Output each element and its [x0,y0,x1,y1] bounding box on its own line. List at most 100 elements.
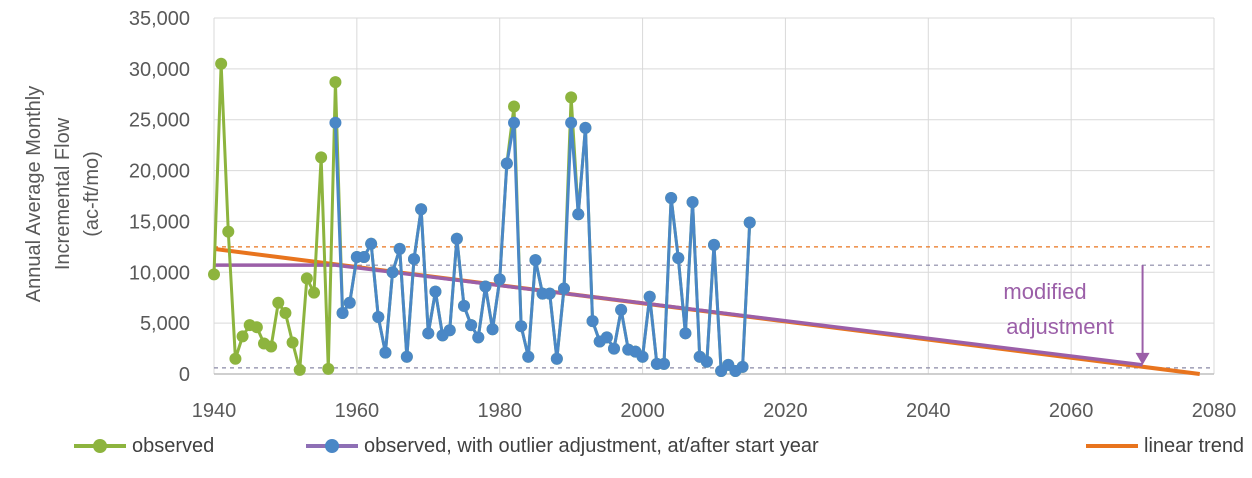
adjusted-point [636,350,649,363]
legend-item-observed: observed [74,428,214,464]
adjusted-point [515,320,528,333]
adjusted-point [658,357,670,370]
observed-point [300,272,313,285]
adjusted-point [558,282,570,295]
adjusted-point [672,252,685,265]
observed-point [208,268,220,281]
series [208,57,1200,377]
legend-item-trend: linear trend [1086,428,1244,464]
adjusted-point [679,327,692,340]
legend-label-trend: linear trend [1144,434,1245,457]
observed-point [215,57,228,70]
legend-swatch-observed [74,436,126,456]
annotation-line1: modified [1003,279,1086,304]
y-tick-label: 25,000 [129,110,190,132]
adjusted-point [700,355,713,368]
adjusted-point [372,311,385,324]
observed-point [315,151,328,164]
y-tick-label: 5,000 [140,313,190,335]
adjusted-point [543,287,556,300]
adjusted-point [600,331,613,344]
y-tick-label: 30,000 [129,59,190,81]
legend-label-adjusted: observed, with outlier adjustment, at/af… [364,434,819,457]
adjusted-point [500,157,513,170]
grid [213,17,1215,375]
observed-point [265,340,278,353]
annotation: modified adjustment [1003,265,1150,365]
adjusted-point [422,327,435,340]
y-tick-label: 0 [179,364,190,386]
adjusted-point [400,350,413,363]
adjusted-point [336,306,349,319]
observed-point [565,91,578,104]
adjusted-point [450,232,463,245]
observed-point [250,321,263,334]
adjusted-point [486,323,499,336]
adjusted-point [522,350,535,363]
adjusted-point [615,303,628,316]
adjusted-point [408,253,420,266]
axis-ticks: 0 5,000 10,000 15,000 20,000 25,000 30,000 35,0… [129,8,1236,422]
x-tick-label: 2060 [1049,400,1094,422]
y-axis-label-line2: Incremental Flow [52,117,74,270]
annotation-arrow-head [1135,352,1150,365]
y-tick-label: 20,000 [129,161,190,183]
adjusted-point [343,296,356,309]
adjusted-point [565,116,578,129]
adjusted-point [329,116,342,129]
adjusted-point [415,203,428,216]
x-tick-label: 1960 [335,400,380,422]
observed-point [308,286,320,299]
adjusted-point [379,346,392,359]
adjusted-point [493,273,506,286]
adjusted-point [586,315,599,328]
adjusted-point [365,237,378,250]
legend-label-observed: observed [132,434,215,457]
x-tick-label: 1980 [477,400,522,422]
y-axis-label-line1: Annual Average Monthly [23,86,45,302]
adjusted-point [358,251,370,264]
adjusted-point [579,121,592,134]
legend-swatch-trend [1086,436,1138,456]
adjusted-point [608,342,620,355]
legend-item-adjusted: observed, with outlier adjustment, at/af… [306,428,819,464]
y-tick-label: 35,000 [129,8,190,30]
adjusted-point [529,254,542,267]
observed-point [508,100,520,113]
x-tick-label: 2020 [763,400,808,422]
observed-point [329,76,342,89]
legend-swatch-adjusted [306,436,358,456]
adjusted-point [479,280,492,293]
observed-point [272,296,285,309]
x-tick-label: 2000 [620,400,665,422]
adjusted-point [743,216,756,229]
adjusted-trend-line [214,263,1143,367]
adjusted-point [386,266,399,279]
x-tick-label: 2040 [906,400,951,422]
y-tick-label: 15,000 [129,211,190,233]
y-tick-label: 10,000 [129,262,190,284]
adjusted-point [393,242,406,255]
adjusted-point [465,319,478,332]
annotation-line2: adjustment [1006,314,1114,339]
adjusted-point [665,192,678,205]
observed-point [286,336,299,349]
observed-point [236,330,249,343]
x-tick-label: 2080 [1192,400,1237,422]
observed-point [279,306,292,319]
observed-point [293,363,306,376]
x-tick-label: 1940 [192,400,237,422]
adjusted-point [458,299,470,312]
adjusted-point [572,208,585,221]
legend: observed observed, with outlier adjustme… [0,428,1252,468]
adjusted-point [443,324,456,337]
adjusted-point [708,238,720,251]
observed-point [229,352,242,365]
adjusted-point [736,360,749,373]
adjusted-point [643,290,656,303]
adjusted-point [508,116,520,129]
observed-point [322,362,335,375]
y-axis-label-line3: (ac-ft/mo) [81,151,103,237]
adjusted-point [429,285,442,298]
